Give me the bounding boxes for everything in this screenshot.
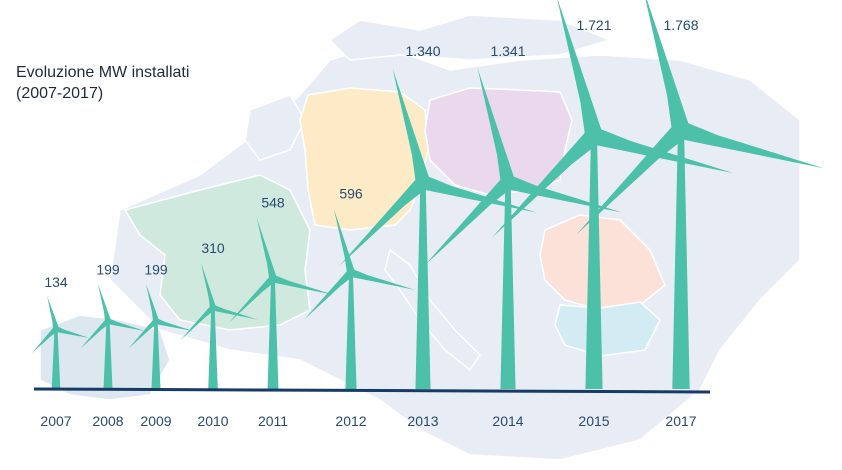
value-label: 1.340 [405,43,440,59]
turbine-tower [585,135,603,389]
turbine-2012 [304,208,415,389]
value-label: 199 [96,261,120,277]
turbine-2014 [424,68,622,389]
turbine-blade [212,304,258,320]
year-label: 2012 [335,413,366,429]
turbine-2011 [228,217,334,389]
turbine-hub [53,326,59,332]
scandinavia [328,14,613,61]
turbine-blade [228,275,276,324]
turbine-blade [47,296,59,330]
turbine-2017 [576,0,824,389]
turbine-blade [392,68,430,184]
turbine-hub [269,275,277,282]
turbine-tower [415,182,431,389]
value-label: 1.341 [490,43,525,59]
turbines [31,0,824,389]
turbine-blade [55,326,89,338]
turbine-blade [477,68,515,184]
turbine-hub [153,318,159,325]
baseline-axis [33,387,711,394]
year-label: 2011 [258,413,288,429]
turbine-blade [155,318,194,332]
turbine-blade [31,326,59,354]
turbine-blade [180,305,216,341]
turbine-blade [201,262,216,309]
turbine-blade [591,127,734,174]
turbine-blade [506,175,622,213]
turbine-tower [267,278,279,389]
turbine-blade [349,268,415,290]
turbine-blade [333,208,355,274]
british-isles [244,94,306,161]
value-label: 596 [339,185,363,201]
turbine-blade [107,318,146,332]
turbine-tower [672,130,690,389]
turbine-blade [128,319,159,349]
value-label: 199 [144,261,168,277]
year-label: 2008 [92,413,123,429]
turbine-2007 [31,296,89,389]
turbine-hub [586,128,602,144]
year-label: 2017 [665,413,696,429]
turbine-tower [51,329,61,389]
turbine-tower [151,321,161,389]
value-label: 134 [44,274,68,290]
turbine-hub [105,318,111,325]
turbine-2010 [180,262,258,389]
turbine-hub [501,175,515,189]
turbine-2015 [491,0,734,389]
value-label: 310 [201,240,225,256]
turbine-blade [576,123,688,235]
turbine-blade [339,177,429,266]
turbine-hub [347,269,355,277]
turbine-tower [103,321,113,389]
germany [299,87,429,231]
chart-title: Evoluzione MW installati (2007-2017) [16,62,189,104]
turbine-blade [146,283,159,322]
turbine-blade [421,175,537,213]
turbine-blade [304,269,354,320]
turbine-tower [500,182,516,389]
turbine-blade [557,0,603,138]
turbine-blade [424,176,514,266]
year-label: 2014 [492,413,523,429]
turbine-blade [678,121,824,169]
turbine-blade [645,0,690,133]
turbine-blade [256,217,277,280]
year-label: 2015 [578,413,609,429]
chart-title-line2: (2007-2017) [16,85,104,102]
value-label: 1.721 [576,17,611,33]
year-label: 2007 [40,413,71,429]
chart-title-line1: Evoluzione MW installati [16,64,190,81]
turbine-hub [673,122,689,138]
turbine-2009 [128,283,194,389]
value-label: 1.768 [663,17,698,33]
turbine-blade [80,319,111,349]
labels: 134 2007 199 2008 199 2009 310 2010 548 2011 596 20… [40,17,698,429]
turbine-blade [272,274,334,295]
turbine-hub [416,175,430,189]
value-label: 548 [261,195,285,211]
turbine-2013 [339,68,537,389]
year-label: 2010 [197,413,228,429]
turbine-tower [208,307,218,389]
turbine-hub [210,304,216,311]
turbine-blade [491,129,601,238]
turbine-blade [98,283,111,322]
turbine-tower [345,272,357,389]
turbine-2008 [80,283,146,389]
year-label: 2013 [407,413,438,429]
year-label: 2009 [140,413,171,429]
bulgaria [554,301,661,357]
france [123,174,311,331]
